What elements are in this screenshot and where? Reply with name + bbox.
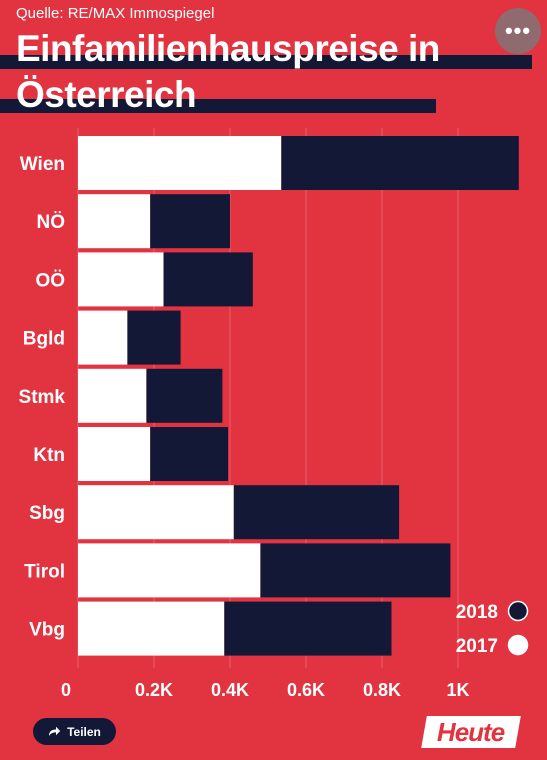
more-options-button[interactable]: ••• bbox=[495, 8, 541, 54]
x-tick-label-3: 0.6K bbox=[287, 680, 325, 700]
chart-title-line-1: Einfamilienhauspreise in bbox=[16, 28, 440, 69]
heute-logo-text: Heute bbox=[437, 716, 505, 747]
bar-2017-NÖ bbox=[78, 194, 151, 249]
share-icon bbox=[49, 726, 61, 736]
source-note: Quelle: RE/MAX Immospiegel bbox=[16, 5, 215, 22]
bar-2018-Ktn bbox=[150, 427, 229, 481]
more-options-icon: ••• bbox=[504, 18, 532, 43]
bar-2017-Ktn bbox=[78, 427, 151, 481]
bar-2018-Bgld bbox=[127, 310, 181, 365]
category-label-Tirol: Tirol bbox=[24, 561, 65, 582]
x-tick-label-1: 0.2K bbox=[135, 680, 173, 700]
bar-2018-Wien bbox=[281, 136, 519, 190]
category-label-NÖ: NÖ bbox=[37, 212, 66, 233]
title-underline-2 bbox=[0, 99, 436, 113]
legend-marker-2017 bbox=[507, 634, 529, 656]
bar-2018-Sbg bbox=[233, 485, 400, 540]
category-label-Wien: Wien bbox=[20, 154, 65, 175]
bar-2018-Vbg bbox=[224, 601, 392, 656]
category-label-Stmk: Stmk bbox=[19, 387, 66, 408]
title-underline-1 bbox=[0, 55, 532, 69]
x-tick-label-5: 1K bbox=[446, 680, 469, 700]
share-button-label: Teilen bbox=[67, 724, 101, 739]
bar-2018-OÖ bbox=[163, 252, 253, 307]
bar-2017-Tirol bbox=[78, 543, 261, 598]
bar-2017-OÖ bbox=[78, 252, 164, 307]
chart-title-line-2: Österreich bbox=[16, 74, 197, 115]
x-tick-label-4: 0.8K bbox=[363, 680, 401, 700]
category-label-Sbg: Sbg bbox=[29, 503, 65, 524]
share-button[interactable]: Teilen bbox=[33, 718, 116, 745]
bar-2017-Bgld bbox=[78, 310, 128, 365]
category-label-Bgld: Bgld bbox=[23, 329, 65, 350]
legend-label-2018: 2018 bbox=[456, 602, 498, 623]
bar-2017-Wien bbox=[78, 136, 282, 190]
x-tick-label-0: 0 bbox=[61, 680, 71, 700]
category-label-OÖ: OÖ bbox=[35, 270, 65, 291]
legend-label-2017: 2017 bbox=[456, 636, 498, 657]
legend-marker-2018 bbox=[507, 600, 529, 622]
bar-2017-Vbg bbox=[78, 601, 225, 656]
category-label-Ktn: Ktn bbox=[33, 445, 65, 466]
x-tick-label-2: 0.4K bbox=[211, 680, 249, 700]
bar-2017-Sbg bbox=[78, 485, 234, 540]
bar-chart: Wien NÖ OÖ Bgld Stmk Ktn Sbg Tirol Vbg 0 0.2K 0.4K 0… bbox=[19, 128, 529, 700]
bar-2018-Tirol bbox=[260, 543, 451, 598]
bar-2017-Stmk bbox=[78, 368, 147, 423]
category-label-Vbg: Vbg bbox=[29, 620, 65, 641]
heute-logo[interactable]: Heute bbox=[421, 716, 521, 748]
bar-2018-Stmk bbox=[146, 368, 223, 423]
bar-2018-NÖ bbox=[150, 194, 230, 249]
chart-title: Einfamilienhauspreise in Österreich bbox=[16, 26, 440, 118]
